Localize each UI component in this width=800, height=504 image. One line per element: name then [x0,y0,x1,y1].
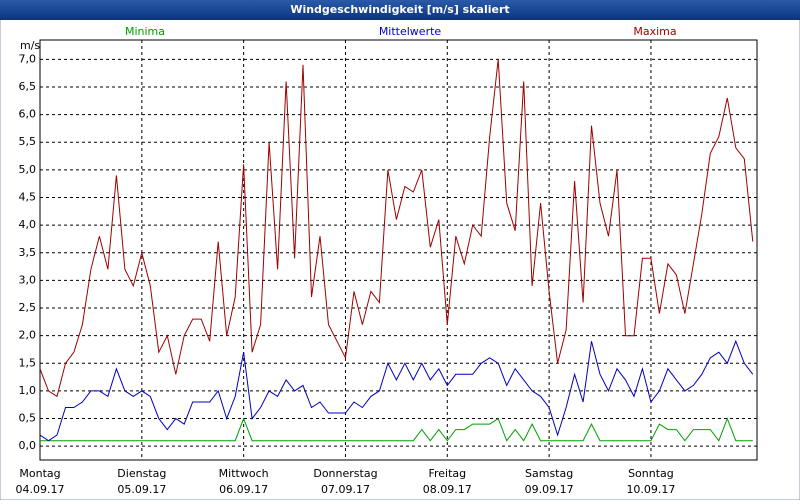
y-tick-label: 1,5 [19,356,37,369]
x-tick-date: 07.09.17 [321,483,370,496]
legend-entry: Minima [125,25,165,38]
x-tick-label: Donnerstag [313,467,377,480]
x-tick-date: 06.09.17 [219,483,268,496]
x-tick-date: 08.09.17 [423,483,472,496]
y-tick-label: 5,0 [19,163,37,176]
x-tick-label: Montag [19,467,60,480]
x-tick-label: Samstag [525,467,573,480]
y-tick-label: 3,5 [19,246,37,259]
x-tick-label: Mittwoch [219,467,269,480]
title-bar [0,0,800,20]
x-tick-date: 09.09.17 [525,483,574,496]
y-tick-label: 5,5 [19,135,37,148]
y-tick-label: 6,0 [19,108,37,121]
y-tick-label: 3,0 [19,273,37,286]
y-tick-label: 0,0 [19,439,37,452]
x-tick-date: 05.09.17 [117,483,166,496]
data-line [40,417,753,442]
y-tick-label: 4,0 [19,218,37,231]
x-tick-label: Dienstag [117,467,166,480]
data-line [39,339,754,442]
x-tick-label: Sonntag [628,467,674,480]
x-tick-date: 10.09.17 [626,483,675,496]
y-tick-label: 0,5 [19,412,37,425]
x-tick-label: Freitag [428,467,466,480]
x-tick-date: 04.09.17 [16,483,65,496]
legend-entry: Maxima [633,25,676,38]
y-axis-label: m/s [20,39,40,52]
y-tick-label: 1,0 [19,384,37,397]
y-tick-label: 7,0 [19,52,37,65]
y-tick-label: 4,5 [19,191,37,204]
legend-entry: Mittelwerte [379,25,442,38]
y-tick-label: 6,5 [19,80,37,93]
y-tick-label: 2,5 [19,301,37,314]
chart-title: Windgeschwindigkeit [m/s] skaliert [290,3,509,16]
y-tick-label: 2,0 [19,329,37,342]
data-line [39,59,754,398]
